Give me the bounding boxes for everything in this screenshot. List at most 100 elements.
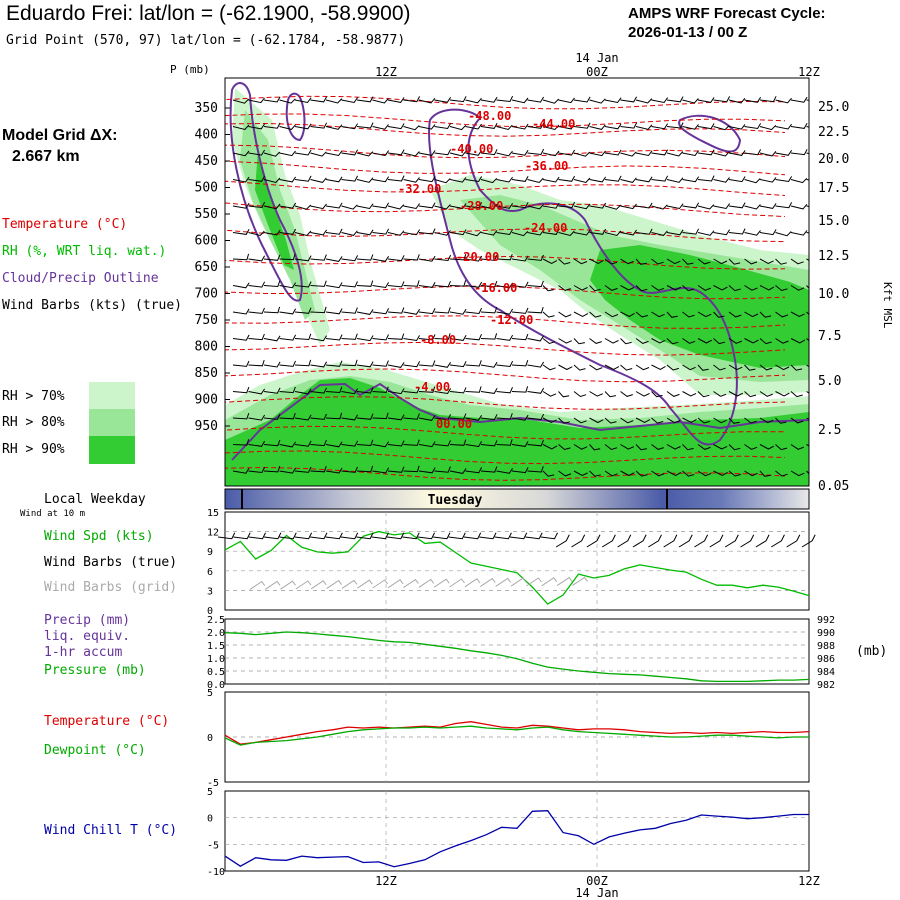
wind-barb-grid <box>264 580 281 590</box>
legend-wind-chill: Wind Chill T (°C) <box>44 823 178 838</box>
xsec-wind-barb <box>604 470 618 477</box>
xsec-wind-barb <box>387 175 405 182</box>
xsec-wind-barb <box>511 414 529 421</box>
xsec-wind-barb <box>480 466 498 473</box>
xsec-wind-barb <box>387 307 405 314</box>
xsec-wind-barb <box>403 229 421 236</box>
xsec-wind-barb <box>263 122 281 129</box>
xsec-wind-barb <box>232 228 250 235</box>
legend-cloud-outline: Cloud/Precip Outline <box>2 271 159 286</box>
pressure-tick-350: 350 <box>195 101 218 116</box>
xsec-wind-barb <box>790 311 805 318</box>
xsec-wind-barb <box>496 229 514 236</box>
wind-barb-grid <box>326 579 342 590</box>
wind-tick-0: 0 <box>207 606 213 617</box>
xsec-wind-barb <box>635 228 653 235</box>
xsec-wind-barb <box>372 441 390 448</box>
xsec-wind-barb <box>279 360 296 367</box>
temperature-contours <box>225 95 786 481</box>
xsec-wind-barb <box>542 311 555 318</box>
precip-tick-1.0: 1.0 <box>207 654 225 665</box>
xsec-wind-barb <box>279 202 297 209</box>
height-tick-5.0: 5.0 <box>818 374 841 389</box>
xsec-wind-barb <box>620 258 634 265</box>
wind-barb-grid <box>479 577 496 588</box>
xsec-wind-barb <box>496 360 514 368</box>
xsec-wind-barb <box>697 391 710 398</box>
xsec-wind-barb <box>310 280 327 287</box>
temperature-contour-1 <box>225 113 786 128</box>
xsec-wind-barb <box>480 96 498 103</box>
cross-section-plot <box>225 82 809 486</box>
wind-panel: 0 3 6 9 12 15 <box>207 508 816 617</box>
xsec-wind-barb <box>403 151 420 157</box>
xsec-wind-barb <box>356 280 374 287</box>
page-title: Eduardo Frei: lat/lon = (-62.1900, -58.9… <box>6 2 411 25</box>
precip-tick-2.0: 2.0 <box>207 628 225 639</box>
xsec-wind-barb <box>759 229 777 236</box>
xsec-wind-barb <box>465 150 483 156</box>
wind-barb-true <box>356 532 374 540</box>
precip-tick-2.5: 2.5 <box>207 615 225 626</box>
model-grid-value: 2.667 km <box>12 148 80 165</box>
xsec-wind-barb <box>279 124 296 130</box>
xsec-wind-barb <box>635 202 653 209</box>
wind-barb-true <box>555 534 570 548</box>
xsec-wind-barb <box>759 417 774 424</box>
xsec-wind-barb <box>434 440 451 447</box>
temp-label-minus16: -16.00 <box>474 281 517 295</box>
rh90-area-low <box>225 378 809 486</box>
pressure-tick-986: 986 <box>817 654 835 665</box>
precip-tick-0.5: 0.5 <box>207 667 225 678</box>
xsec-wind-barb <box>713 364 726 371</box>
wind-barb-grid <box>495 577 512 587</box>
xsec-wind-barb <box>775 176 793 183</box>
xsec-wind-barb <box>325 124 343 130</box>
wind-at-10m-label: Wind at 10 m <box>20 509 86 519</box>
forecast-cycle: AMPS WRF Forecast Cycle: 2026-01-13 / 00… <box>628 4 826 42</box>
xsec-wind-barb <box>248 388 266 395</box>
height-tick-20.0: 20.0 <box>818 152 849 167</box>
xsec-wind-barb <box>403 280 420 287</box>
xsec-wind-barb <box>465 176 483 183</box>
xsec-wind-barb <box>403 361 421 368</box>
xsec-wind-barb <box>480 254 498 261</box>
xsec-wind-barb <box>449 96 467 103</box>
xsec-wind-barb <box>713 285 728 291</box>
xsec-wind-barb <box>682 176 700 183</box>
height-tick-0.05: 0.05 <box>818 479 849 494</box>
xsec-wind-barb <box>418 415 436 421</box>
xsec-wind-barb <box>279 282 297 289</box>
xsec-wind-barb <box>434 230 451 236</box>
wind-barb-true <box>402 532 420 540</box>
legend-wind-speed: Wind Spd (kts) <box>44 529 154 544</box>
xsec-wind-barb <box>496 282 514 289</box>
xsec-wind-barb <box>418 360 436 367</box>
height-ticks: 25.0 22.5 20.0 17.5 15.0 12.5 10.0 7.5 5.0 2.5 0.0… <box>818 100 849 494</box>
xsec-wind-barb <box>573 122 591 129</box>
xsec-wind-barb <box>542 228 560 235</box>
wind-barb-grid <box>572 576 588 586</box>
xsec-wind-barb <box>713 125 730 131</box>
xsec-wind-barb <box>449 468 467 474</box>
xsec-wind-barb <box>356 335 374 342</box>
temp-label-minus12: -12.00 <box>490 313 533 327</box>
xsec-wind-barb <box>387 97 405 103</box>
xsec-wind-barb <box>341 97 359 104</box>
xsec-wind-barb <box>697 204 715 210</box>
temp-label-zero: 00.00 <box>436 417 472 431</box>
xsec-wind-barb <box>325 176 343 183</box>
precip-tick-0.0: 0.0 <box>207 680 225 691</box>
wind-tick-3: 3 <box>207 586 213 597</box>
xsec-wind-barb <box>232 98 250 104</box>
legend-temperature: Temperature (°C) <box>2 217 128 232</box>
xsec-wind-barb <box>790 230 808 236</box>
xsec-wind-barb <box>713 311 725 318</box>
xsec-wind-barb <box>263 335 281 342</box>
xsec-wind-barb <box>744 97 762 103</box>
top-tick-00z: 00Z <box>586 65 608 79</box>
xsec-wind-barb <box>573 151 591 157</box>
xsec-wind-barb <box>713 203 731 210</box>
xsec-wind-barb <box>434 178 451 184</box>
temperature-contour-4 <box>225 160 786 176</box>
